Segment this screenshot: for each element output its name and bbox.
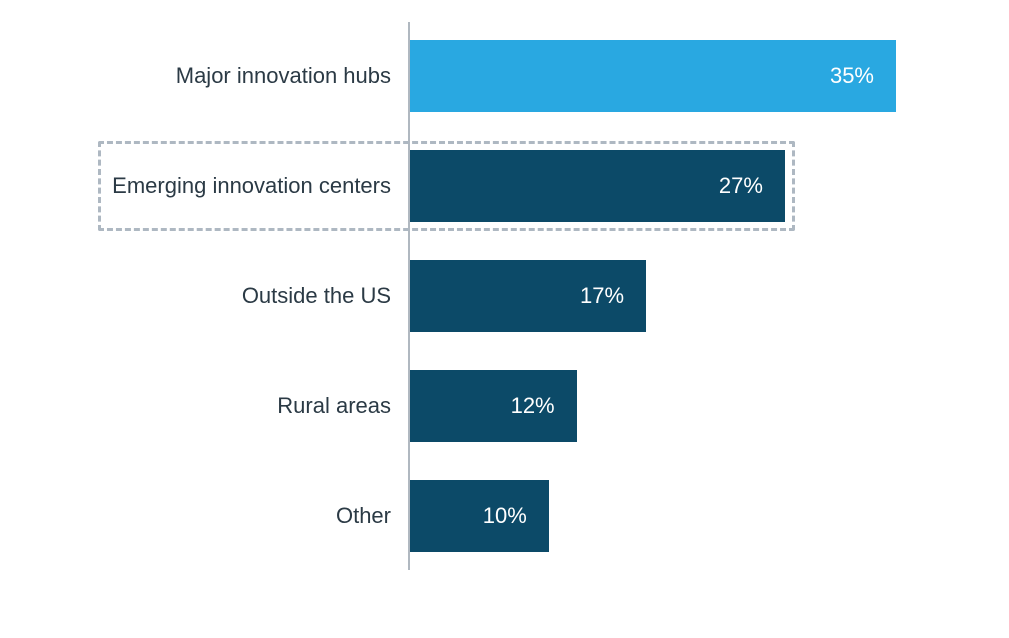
bar-label-area: Outside the US (0, 260, 405, 332)
bar-label: Major innovation hubs (176, 63, 391, 89)
bar-row: Emerging innovation centers 27% (0, 150, 1009, 222)
bar-value: 12% (511, 393, 555, 419)
bar-rect: 12% (410, 370, 577, 442)
bar-rect: 10% (410, 480, 549, 552)
highlight-box (98, 141, 795, 231)
bar-label: Outside the US (242, 283, 391, 309)
bar-row: Outside the US 17% (0, 260, 1009, 332)
bar-rect: 35% (410, 40, 896, 112)
bar-label: Rural areas (277, 393, 391, 419)
bar-value: 10% (483, 503, 527, 529)
bar-rect: 17% (410, 260, 646, 332)
bar-row: Other 10% (0, 480, 1009, 552)
bar-label-area: Other (0, 480, 405, 552)
bar-chart: Major innovation hubs 35% Emerging innov… (0, 40, 1009, 552)
bar-label-area: Rural areas (0, 370, 405, 442)
bar-label-area: Major innovation hubs (0, 40, 405, 112)
bar-label: Other (336, 503, 391, 529)
bar-value: 35% (830, 63, 874, 89)
bar-row: Rural areas 12% (0, 370, 1009, 442)
bar-row: Major innovation hubs 35% (0, 40, 1009, 112)
bar-value: 17% (580, 283, 624, 309)
